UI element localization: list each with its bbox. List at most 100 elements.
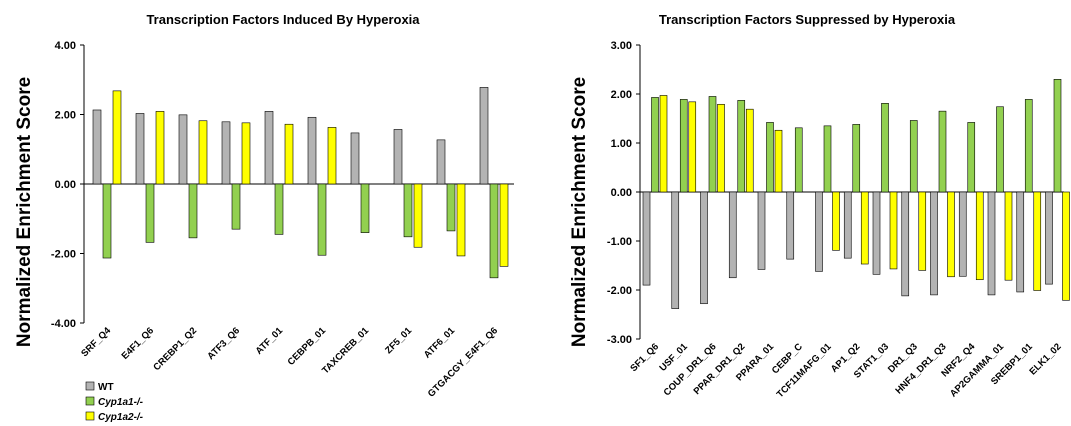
right-y-axis-label: Normalized Enrichment Score [569,77,590,347]
bar-cyp1a2-zf5-01 [413,183,423,248]
bar-wt-zf5-01 [393,129,403,185]
bar-wt-nrf2-q4 [958,191,967,277]
bar-wt-dr1-q3 [901,191,910,297]
bar-wt-tcf11mafg-01 [815,191,823,272]
y-tick-label: -1.00 [607,236,632,248]
bar-wt-ppar-dr1-q2 [728,191,737,279]
bar-wt-usf-01 [671,191,680,309]
bar-wt-stat1-03 [872,191,881,275]
x-tick-label: CREBP1_Q2 [151,325,199,373]
bar-wt-ap1-q2 [843,191,852,259]
x-tick-label: SRF_Q4 [79,325,113,359]
x-tick-label: ATF3_Q6 [205,325,242,362]
bar-wt-atf3-q6 [221,121,231,185]
bar-cyp1a1-coup-dr1-q6 [708,96,717,193]
bar-cyp1a1-dr1-q3 [909,120,918,193]
legend-swatch-cyp1a1 [85,396,95,406]
bar-cyp1a1-e4f1-q6 [145,183,155,243]
y-tick-label: -2.00 [51,249,76,261]
y-tick-label: 4.00 [55,40,76,52]
x-tick-label: ATF6_01 [422,325,458,361]
bar-cyp1a1-srebp1-01 [1024,99,1033,193]
left-chart-title: Transcription Factors Induced By Hyperox… [146,12,420,27]
bar-cyp1a2-coup-dr1-q6 [717,103,725,193]
bar-cyp1a2-cebpb-01 [327,127,337,185]
bar-cyp1a2-crebp1-q2 [198,120,208,185]
bar-wt-srf-q4 [92,109,102,185]
bar-cyp1a1-cebpb-01 [317,183,327,256]
y-tick-label: -3.00 [607,334,632,346]
bar-cyp1a2-atf3-q6 [241,122,251,185]
bar-cyp1a2-atf-01 [284,123,294,185]
bar-cyp1a1-stat1-03 [881,103,889,193]
legend: WT Cyp1a1-/- Cyp1a2-/- [85,381,144,423]
y-tick-label: 1.00 [611,138,632,150]
bar-cyp1a1-nrf2-q4 [967,122,976,193]
y-tick-label: -2.00 [607,285,632,297]
bar-cyp1a2-usf-01 [688,101,697,193]
x-tick-label: TAXCREB_01 [320,325,371,376]
bar-cyp1a1-zf5-01 [403,183,413,238]
bar-cyp1a2-ppara-01 [774,129,783,193]
legend-label-wt: WT [98,382,114,393]
bar-cyp1a2-atf6-01 [456,183,466,257]
bar-cyp1a2-elk1-02 [1062,191,1070,301]
bar-cyp1a1-tcf11mafg-01 [823,125,832,193]
legend-label-cyp1a2: Cyp1a2-/- [98,412,144,423]
legend-swatch-wt [85,381,95,391]
bar-cyp1a1-taxcreb-01 [360,183,370,233]
bar-wt-elk1-02 [1045,191,1053,285]
y-tick-label: 2.00 [611,89,632,101]
bar-cyp1a1-elk1-02 [1053,79,1062,193]
bar-cyp1a1-usf-01 [679,99,688,193]
bar-cyp1a1-ppara-01 [766,122,774,193]
bar-cyp1a2-sf1-q6 [659,95,668,193]
bar-cyp1a2-stat1-03 [889,191,898,270]
y-tick-label: 0.00 [611,187,632,199]
bar-cyp1a2-dr1-q3 [918,191,927,271]
right-chart-title: Transcription Factors Suppressed by Hype… [659,12,956,27]
bar-wt-hnf4-dr1-q3 [930,191,938,296]
bar-cyp1a2-srf-q4 [112,90,122,185]
bar-cyp1a2-tcf11mafg-01 [832,191,840,251]
bar-wt-ap2gamma-01 [987,191,996,296]
bar-wt-srebp1-01 [1016,191,1025,293]
x-tick-label: TCF11MAFG_01 [775,341,834,400]
bar-wt-coup-dr1-q6 [700,191,708,305]
bar-cyp1a2-ap2gamma-01 [1004,191,1013,281]
bar-wt-cebp-c [786,191,795,260]
x-tick-label: SF1_Q6 [628,341,661,374]
bar-cyp1a1-gtgacgy-e4f1-q6 [489,183,499,279]
bar-cyp1a1-atf-01 [274,183,284,235]
x-tick-label: HNF4_DR1_Q3 [893,341,948,396]
bar-cyp1a1-sf1-q6 [651,97,659,193]
bar-cyp1a1-atf6-01 [446,183,456,232]
x-tick-label: ATF_01 [254,325,286,357]
bar-wt-taxcreb-01 [350,132,360,185]
right-bar-chart: SF1_Q6USF_01COUP_DR1_Q6PPAR_DR1_Q2PPARA_… [628,79,1070,400]
bar-wt-gtgacgy-e4f1-q6 [479,87,489,185]
bar-cyp1a2-e4f1-q6 [155,111,165,185]
bar-wt-crebp1-q2 [178,114,188,185]
bar-wt-e4f1-q6 [135,113,145,185]
bar-cyp1a1-ppar-dr1-q2 [737,100,746,193]
left-y-axis-label: Normalized Enrichment Score [14,77,35,347]
bar-cyp1a2-hnf4-dr1-q3 [947,191,955,278]
bar-cyp1a1-cebp-c [794,127,803,193]
bar-cyp1a2-gtgacgy-e4f1-q6 [499,183,509,267]
x-tick-label: CEBPB_01 [286,325,329,368]
x-tick-label: PPAR_DR1_Q2 [692,341,748,397]
x-tick-label: ZF5_01 [383,325,414,356]
x-tick-label: E4F1_Q6 [120,325,157,362]
bar-wt-atf-01 [264,111,274,185]
legend-swatch-cyp1a2 [85,411,95,421]
bar-cyp1a1-atf3-q6 [231,183,241,230]
bar-cyp1a1-ap1-q2 [852,124,861,193]
bar-wt-atf6-01 [436,139,446,185]
bar-cyp1a2-ap1-q2 [860,191,869,265]
x-tick-label: ELK1_02 [1027,341,1063,377]
bar-wt-sf1-q6 [642,191,651,286]
bar-cyp1a1-crebp1-q2 [188,183,198,239]
